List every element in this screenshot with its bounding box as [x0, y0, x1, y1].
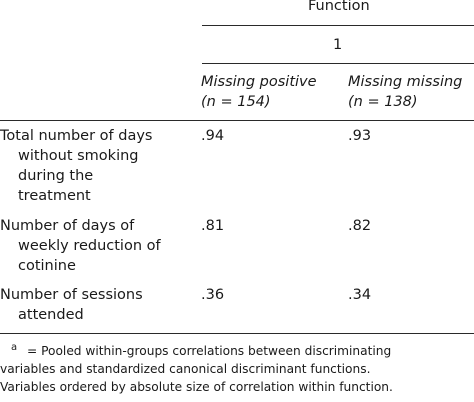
row-label-days-without-smoking-line1: Total number of days [0, 128, 153, 144]
footnote-line1: a = Pooled within-groups correlations be… [11, 342, 392, 361]
cell-value: .36 [201, 287, 225, 303]
row-label-weekly-reduction-line1: Number of days of [0, 218, 135, 234]
footnote-line3: Variables ordered by absolute size of co… [0, 380, 393, 394]
header-rule-number [202, 63, 474, 64]
function-number: 1 [333, 37, 343, 53]
header-rule-function [202, 25, 474, 26]
row-label-days-without-smoking-line3: during the [18, 168, 94, 184]
cell-value: .82 [348, 218, 372, 234]
cell-value: .93 [348, 128, 372, 144]
header-bottom-rule [0, 120, 474, 121]
column-header-missing-positive: Missing positive [201, 74, 317, 90]
footnote-text-line1: = Pooled within-groups correlations betw… [23, 344, 392, 358]
row-label-sessions-line2: attended [18, 307, 84, 323]
footnote-line2: variables and standardized canonical dis… [0, 362, 371, 376]
cell-value: .81 [201, 218, 225, 234]
column-header-missing-missing-n: (n = 138) [348, 94, 418, 110]
column-header-missing-positive-n: (n = 154) [201, 94, 271, 110]
row-label-weekly-reduction-line3: cotinine [18, 258, 76, 274]
table-bottom-rule [0, 333, 474, 334]
cell-value: .94 [201, 128, 225, 144]
row-label-sessions-line1: Number of sessions [0, 287, 143, 303]
column-header-missing-missing: Missing missing [348, 74, 463, 90]
footnote-marker: a [11, 342, 18, 353]
function-header: Function [308, 0, 370, 14]
row-label-days-without-smoking-line2: without smoking [18, 148, 139, 164]
row-label-weekly-reduction-line2: weekly reduction of [18, 238, 161, 254]
cell-value: .34 [348, 287, 372, 303]
row-label-days-without-smoking-line4: treatment [18, 188, 91, 204]
